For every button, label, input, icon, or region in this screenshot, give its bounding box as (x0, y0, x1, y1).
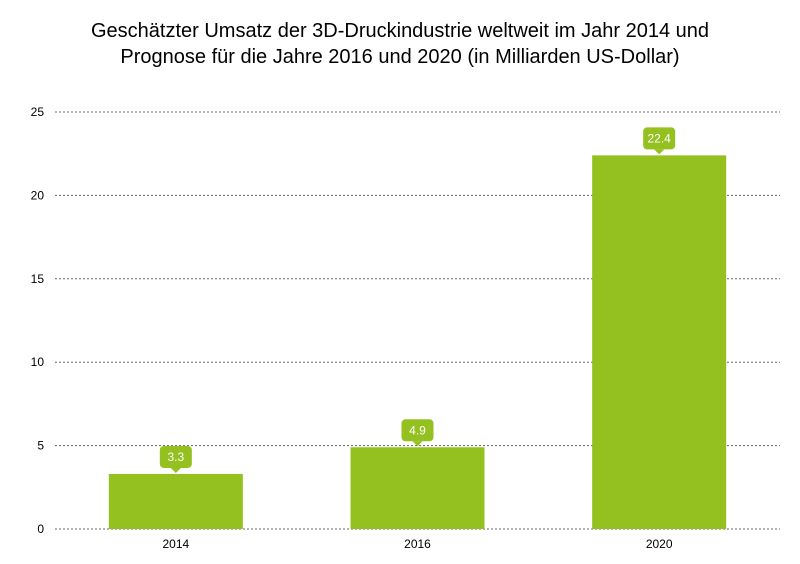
y-tick-label: 5 (37, 439, 44, 453)
data-label: 4.9 (409, 423, 426, 437)
chart-title-line-1: Geschätzter Umsatz der 3D-Druckindustrie… (90, 20, 710, 42)
x-tick-label: 2014 (162, 537, 189, 551)
y-tick-label: 0 (37, 522, 44, 536)
x-tick-label: 2020 (646, 537, 673, 551)
chart-title-line-2: Prognose für die Jahre 2016 und 2020 (in… (120, 46, 680, 68)
bar (592, 155, 727, 530)
y-tick-label: 15 (31, 272, 45, 286)
x-tick-label: 2016 (404, 537, 431, 551)
y-axis: 0 5 10 15 20 25 (31, 105, 45, 536)
y-tick-label: 25 (31, 105, 45, 119)
y-tick-label: 20 (31, 188, 45, 202)
bars: 3.3 4.9 22.4 (108, 127, 727, 530)
data-label-pointer (412, 441, 423, 447)
bar (350, 447, 485, 529)
bar (108, 473, 243, 529)
x-axis: 2014 2016 2020 (162, 537, 672, 551)
data-label: 3.3 (167, 450, 184, 464)
data-label: 22.4 (647, 131, 671, 145)
data-label-bubble (643, 127, 676, 150)
y-tick-label: 10 (31, 355, 45, 369)
chart-title: Geschätzter Umsatz der 3D-Druckindustrie… (0, 18, 800, 70)
data-label-bubble (159, 445, 192, 468)
data-label-bubble (401, 419, 434, 442)
data-label-pointer (654, 149, 665, 155)
data-label-pointer (170, 467, 181, 473)
